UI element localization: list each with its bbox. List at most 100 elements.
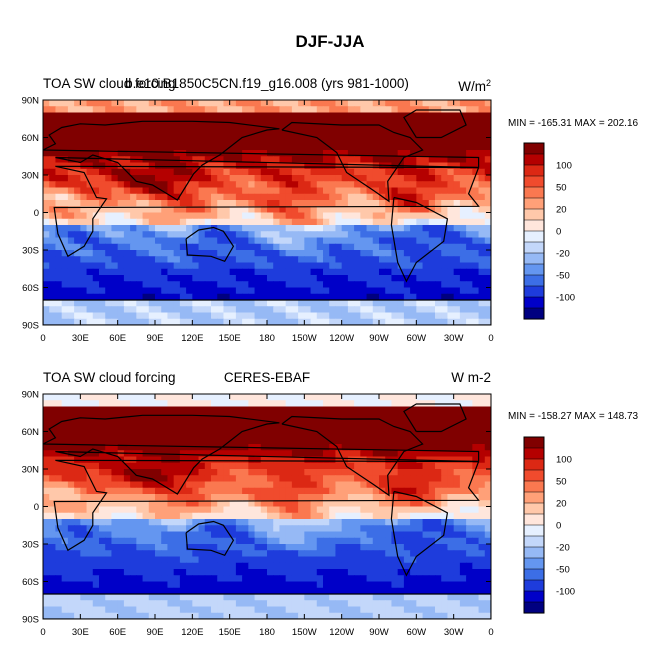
field-cell — [441, 444, 449, 451]
field-cell — [55, 300, 63, 307]
field-cell — [360, 469, 368, 476]
field-cell — [105, 125, 113, 132]
field-cell — [447, 100, 455, 107]
field-cell — [211, 156, 218, 164]
field-cell — [447, 268, 455, 276]
field-cell — [99, 587, 106, 595]
field-cell — [316, 112, 324, 120]
field-cell — [148, 112, 156, 120]
field-cell — [136, 581, 144, 589]
field-cell — [285, 419, 293, 426]
field-cell — [67, 575, 75, 583]
field-cell — [291, 143, 299, 151]
field-cell — [148, 569, 156, 576]
field-cell — [49, 275, 57, 282]
field-cell — [335, 494, 343, 501]
field-cell — [453, 494, 461, 501]
field-cell — [391, 256, 399, 264]
field-cell — [397, 412, 405, 420]
field-cell — [323, 131, 330, 139]
field-cell — [111, 400, 119, 408]
field-cell — [204, 281, 212, 289]
field-cell — [117, 525, 125, 533]
field-cell — [466, 456, 473, 464]
field-cell — [298, 212, 305, 220]
field-cell — [329, 100, 337, 107]
field-cell — [117, 306, 125, 314]
field-cell — [111, 481, 119, 489]
field-cell — [67, 487, 75, 495]
field-cell — [410, 118, 417, 126]
field-cell — [273, 475, 281, 483]
field-cell — [298, 287, 305, 295]
field-cell — [55, 544, 63, 551]
field-cell — [123, 394, 131, 401]
field-cell — [123, 400, 131, 408]
field-cell — [105, 531, 113, 539]
field-cell — [410, 556, 417, 564]
field-cell — [435, 243, 442, 251]
field-cell — [354, 162, 361, 170]
field-cell — [242, 506, 249, 514]
field-cell — [410, 487, 417, 495]
field-cell — [198, 193, 206, 201]
field-cell — [173, 575, 181, 583]
field-cell — [347, 581, 355, 589]
field-cell — [211, 162, 218, 170]
field-cell — [354, 431, 361, 439]
field-cell — [192, 306, 200, 314]
field-cell — [99, 569, 106, 576]
field-cell — [478, 494, 486, 501]
field-cell — [130, 462, 137, 470]
field-cell — [136, 125, 144, 132]
field-cell — [179, 419, 187, 426]
field-cell — [441, 569, 449, 576]
field-cell — [117, 444, 125, 451]
field-cell — [136, 187, 144, 195]
field-cell — [285, 481, 293, 489]
field-cell — [211, 537, 218, 545]
field-cell — [130, 587, 137, 595]
field-cell — [223, 275, 231, 282]
field-cell — [273, 306, 281, 314]
field-cell — [55, 100, 63, 107]
field-cell — [335, 137, 343, 145]
field-cell — [229, 318, 237, 325]
field-cell — [329, 256, 337, 264]
field-cell — [323, 462, 330, 470]
field-cell — [447, 231, 455, 239]
field-cell — [49, 287, 57, 295]
field-cell — [428, 550, 436, 558]
field-cell — [43, 469, 50, 476]
field-cell — [484, 500, 491, 508]
field-cell — [466, 156, 473, 164]
x-tick-label: 180 — [259, 333, 275, 344]
field-cell — [67, 193, 75, 201]
field-cell — [310, 256, 318, 264]
field-cell — [192, 300, 200, 307]
field-cell — [428, 137, 436, 145]
field-cell — [385, 206, 393, 214]
field-cell — [472, 481, 480, 489]
field-cell — [74, 581, 81, 589]
field-cell — [123, 487, 131, 495]
field-cell — [248, 250, 256, 257]
field-cell — [105, 519, 113, 526]
field-cell — [117, 187, 125, 195]
field-cell — [161, 143, 169, 151]
field-cell — [466, 175, 473, 182]
field-cell — [117, 575, 125, 583]
field-cell — [267, 200, 274, 207]
field-cell — [99, 156, 106, 164]
field-cell — [416, 118, 424, 126]
field-cell — [111, 462, 119, 470]
field-cell — [86, 469, 94, 476]
field-cell — [204, 237, 212, 245]
field-cell — [74, 587, 81, 595]
field-cell — [111, 406, 119, 414]
field-cell — [403, 143, 411, 151]
field-cell — [422, 475, 430, 483]
field-cell — [416, 306, 424, 314]
field-cell — [179, 444, 187, 451]
field-cell — [447, 300, 455, 307]
